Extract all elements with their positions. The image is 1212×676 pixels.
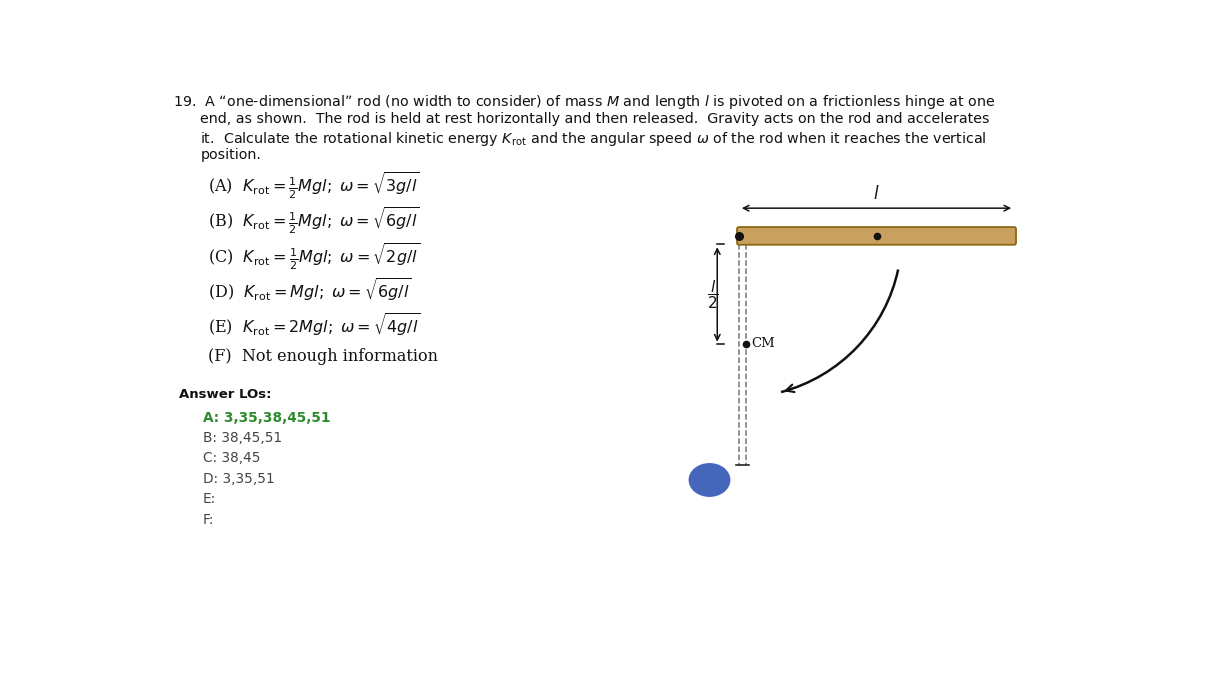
Text: F:: F: [202,512,215,527]
Text: A: 3,35,38,45,51: A: 3,35,38,45,51 [202,411,330,425]
Text: (E)  $K_{\mathrm{rot}} = 2Mgl;\; \omega = \sqrt{4g/l}$: (E) $K_{\mathrm{rot}} = 2Mgl;\; \omega =… [208,312,421,339]
Text: D: 3,35,51: D: 3,35,51 [202,472,274,486]
Text: $l$: $l$ [874,185,880,203]
Text: E:: E: [202,492,216,506]
Text: (A)  $K_{\mathrm{rot}} = \frac{1}{2}Mgl;\; \omega = \sqrt{3g/l}$: (A) $K_{\mathrm{rot}} = \frac{1}{2}Mgl;\… [208,170,419,201]
FancyBboxPatch shape [737,227,1016,245]
Text: C: 38,45: C: 38,45 [202,452,261,466]
Text: (B)  $K_{\mathrm{rot}} = \frac{1}{2}Mgl;\; \omega = \sqrt{6g/l}$: (B) $K_{\mathrm{rot}} = \frac{1}{2}Mgl;\… [208,206,419,237]
Text: (F)  Not enough information: (F) Not enough information [208,347,438,364]
Text: 19.  A “one-dimensional” rod (no width to consider) of mass $M$ and length $l$ i: 19. A “one-dimensional” rod (no width to… [173,93,995,112]
Text: CM: CM [751,337,776,350]
Text: (D)  $K_{\mathrm{rot}} = Mgl;\; \omega = \sqrt{6g/l}$: (D) $K_{\mathrm{rot}} = Mgl;\; \omega = … [208,276,412,304]
Text: B: 38,45,51: B: 38,45,51 [202,431,281,445]
Text: position.: position. [200,148,262,162]
Text: it.  Calculate the rotational kinetic energy $K_{\mathrm{rot}}$ and the angular : it. Calculate the rotational kinetic ene… [200,130,987,147]
Text: $\dfrac{l}{2}$: $\dfrac{l}{2}$ [707,278,719,311]
Ellipse shape [688,463,731,497]
Text: Answer LOs:: Answer LOs: [179,387,271,401]
Text: end, as shown.  The rod is held at rest horizontally and then released.  Gravity: end, as shown. The rod is held at rest h… [200,112,990,126]
Text: (C)  $K_{\mathrm{rot}} = \frac{1}{2}Mgl;\; \omega = \sqrt{2g/l}$: (C) $K_{\mathrm{rot}} = \frac{1}{2}Mgl;\… [208,241,421,272]
Text: $\bullet$CM: $\bullet$CM [885,228,917,242]
